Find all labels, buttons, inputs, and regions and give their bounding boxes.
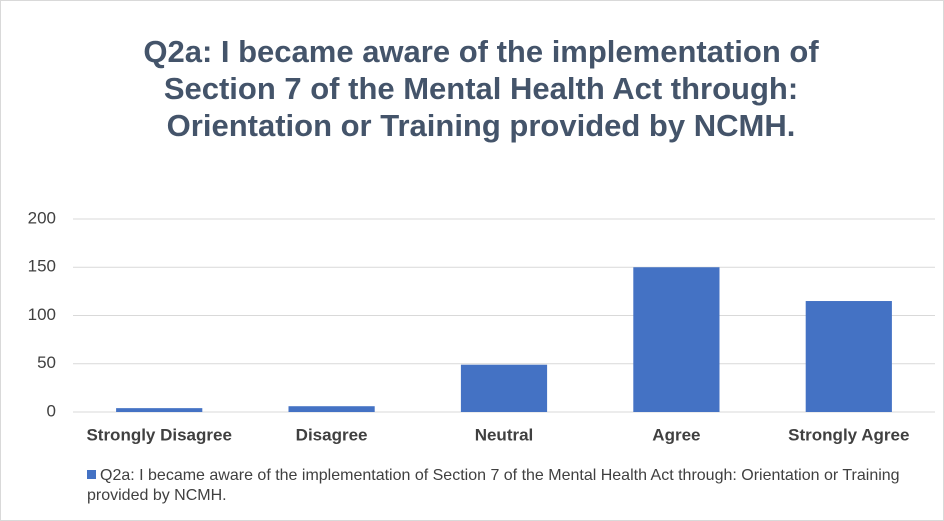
y-tick-label: 150 (28, 257, 56, 276)
legend: Q2a: I became aware of the implementatio… (87, 466, 917, 506)
x-tick-label: Strongly Disagree (86, 425, 232, 444)
bar (288, 406, 375, 412)
bar (805, 301, 892, 412)
y-tick-label: 100 (28, 305, 56, 324)
x-tick-label: Neutral (475, 425, 534, 444)
legend-label: Q2a: I became aware of the implementatio… (87, 467, 900, 504)
x-tick-label: Disagree (296, 425, 368, 444)
chart-title: Q2a: I became aware of the implementatio… (143, 34, 819, 143)
x-tick-label: Strongly Agree (788, 425, 909, 444)
legend-key (87, 470, 96, 479)
y-tick-label: 200 (28, 208, 56, 227)
y-tick-label: 50 (37, 353, 56, 372)
x-tick-label: Agree (652, 425, 700, 444)
bar (633, 267, 720, 412)
y-tick-label: 0 (47, 401, 56, 420)
bar (460, 364, 548, 412)
bar (116, 408, 203, 412)
